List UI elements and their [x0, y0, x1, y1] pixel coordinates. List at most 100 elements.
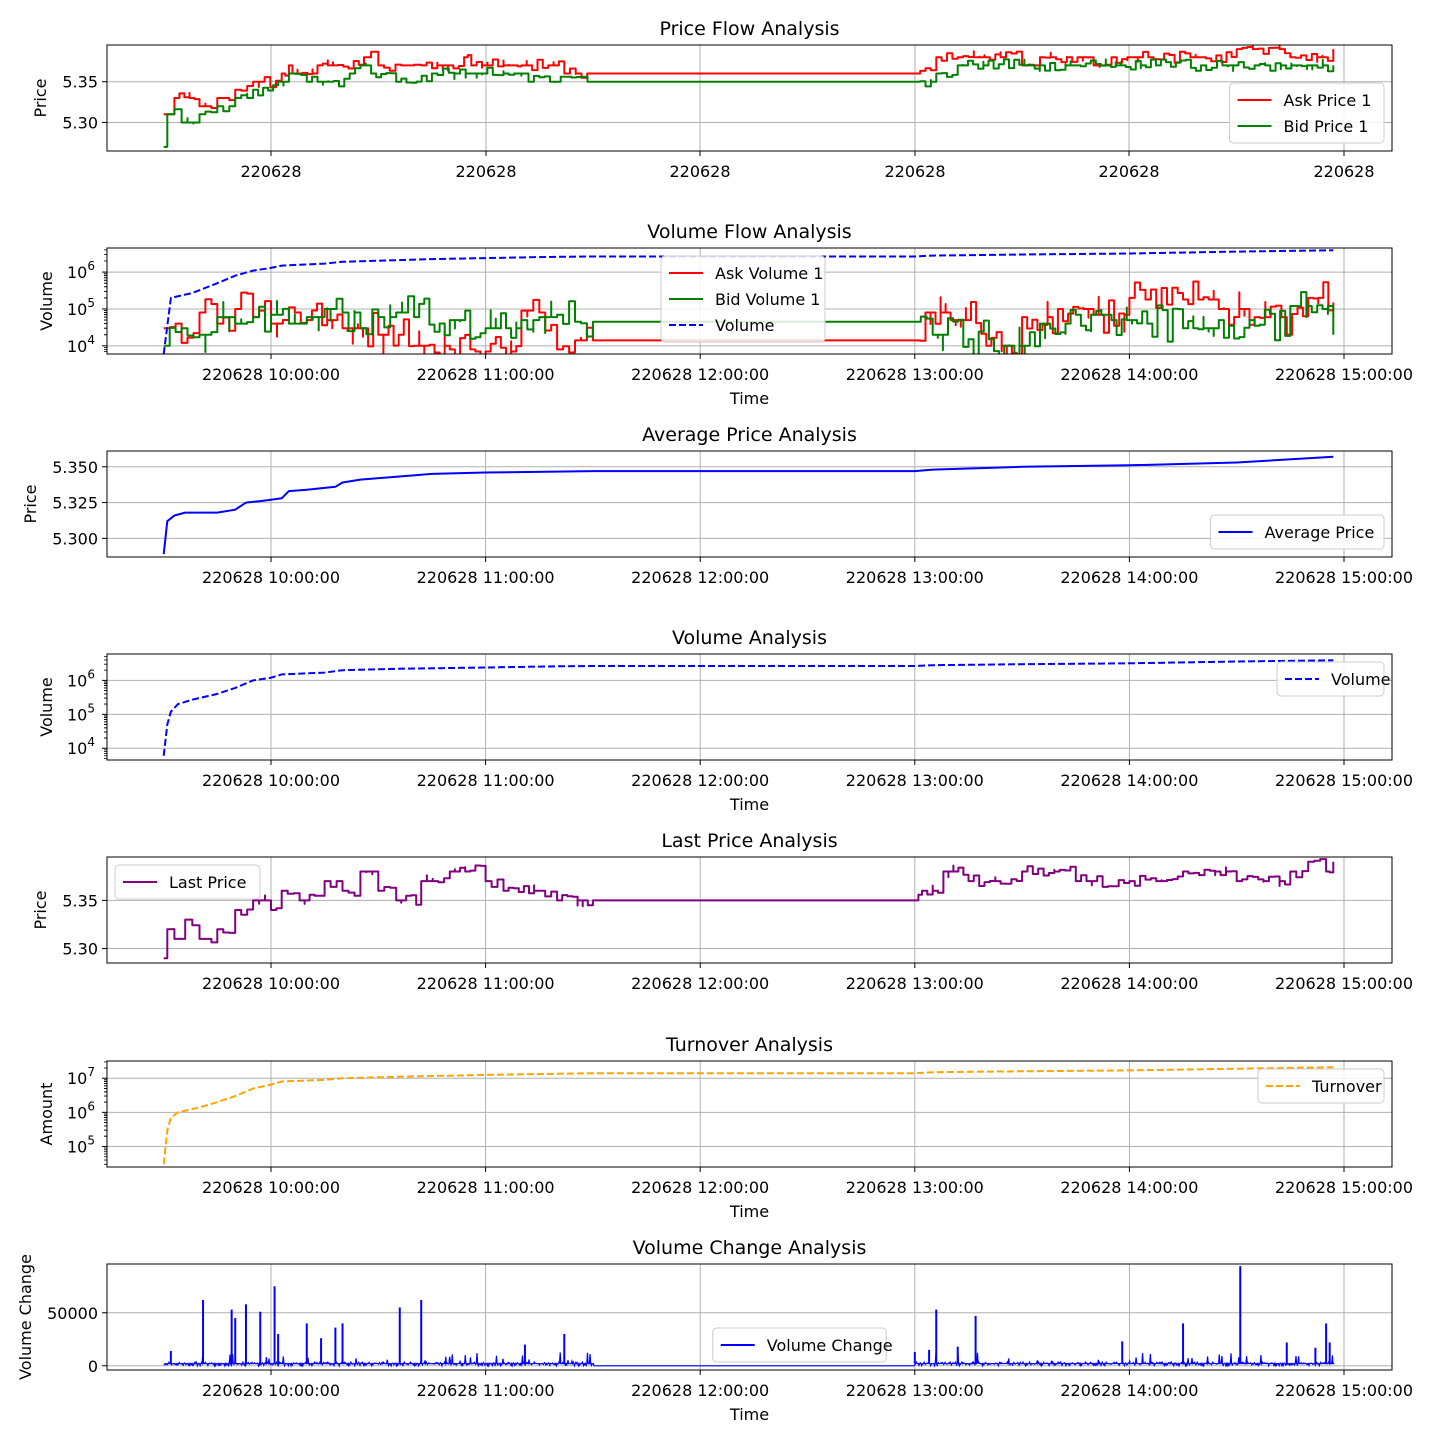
y-tick-label: 105: [67, 701, 95, 724]
x-tick-label: 220628 14:00:00: [1060, 974, 1198, 993]
legend: Volume: [1276, 661, 1391, 697]
x-tick-label: 220628: [884, 162, 945, 181]
y-tick-label: 106: [67, 667, 95, 690]
subplot-2: Volume Flow Analysis 220628 10:00:00 22062…: [37, 221, 1413, 408]
legend-box: [1257, 1068, 1385, 1104]
x-tick-label: 220628 14:00:00: [1060, 1381, 1198, 1400]
axes-frame: [106, 1263, 1393, 1371]
grid-lines: [107, 654, 1392, 760]
series-line-last-price: [163, 858, 1335, 960]
x-tick-label: 220628 10:00:00: [202, 1178, 340, 1197]
y-tick-label: 105: [67, 296, 95, 319]
series-line-volume-change: [163, 1352, 1335, 1368]
x-axis-label: Time: [729, 795, 769, 814]
y-tick-base: 10: [67, 1137, 87, 1156]
x-tick-label: 220628 15:00:00: [1275, 1178, 1413, 1197]
x-tick-label: 220628 12:00:00: [631, 1381, 769, 1400]
plot-area: [162, 249, 1335, 354]
x-tick-label: 220628 10:00:00: [202, 568, 340, 587]
x-tick-label: 220628 15:00:00: [1275, 365, 1413, 384]
y-tick-base: 10: [67, 671, 87, 690]
x-axis-label: Time: [729, 1405, 769, 1424]
x-tick-label: 220628: [455, 162, 516, 181]
y-tick-label: 5.30: [62, 940, 98, 959]
y-tick-label: 5.325: [52, 494, 98, 513]
y-axis-label: Volume Change: [16, 1254, 35, 1380]
axes-frame: [106, 653, 1393, 761]
legend-label: Bid Price 1: [1284, 117, 1369, 136]
x-tick-label: 220628 12:00:00: [631, 771, 769, 790]
subplot-6: Turnover Analysis 220628 10:00:00 220628 1…: [37, 1034, 1413, 1221]
y-tick-label: 105: [67, 1133, 95, 1156]
legend: Turnover: [1257, 1068, 1385, 1104]
y-tick-base: 10: [67, 1103, 87, 1122]
legend-box: [660, 255, 826, 343]
subplot-3: Average Price Analysis 220628 10:00:00 220…: [21, 424, 1413, 587]
series-line-bid-price-1: [163, 58, 1335, 148]
legend-box: [712, 1327, 887, 1363]
legend-label: Last Price: [169, 873, 246, 892]
y-tick-exponent: 6: [87, 259, 95, 273]
x-tick-label: 220628 11:00:00: [417, 974, 555, 993]
series-line-bid-volume-1: [163, 291, 1335, 354]
x-tick-label: 220628 12:00:00: [631, 974, 769, 993]
y-tick-label: 106: [67, 259, 95, 282]
y-tick-label: 5.35: [62, 891, 98, 910]
x-tick-label: 220628 10:00:00: [202, 771, 340, 790]
x-tick-label: 220628 11:00:00: [417, 1178, 555, 1197]
x-tick-label: 220628 12:00:00: [631, 365, 769, 384]
y-tick-label: 106: [67, 1099, 95, 1122]
x-tick-label: 220628: [240, 162, 301, 181]
x-tick-label: 220628 13:00:00: [846, 974, 984, 993]
legend-box: [1276, 661, 1385, 697]
x-tick-label: 220628 15:00:00: [1275, 1381, 1413, 1400]
x-axis-label: Time: [729, 389, 769, 408]
legend-label: Volume: [1331, 670, 1391, 689]
y-tick-label: 5.30: [62, 113, 98, 132]
plot-area: [163, 858, 1335, 960]
legend: Ask Price 1 Bid Price 1: [1229, 82, 1385, 144]
y-tick-label: 0: [88, 1357, 98, 1376]
y-tick-label: 5.35: [62, 73, 98, 92]
series-line-average-price: [162, 455, 1334, 555]
subplot-title: Volume Analysis: [672, 627, 827, 649]
axes-frame: [106, 247, 1393, 355]
y-tick-exponent: 7: [87, 1065, 95, 1079]
y-tick-label: 104: [67, 333, 95, 356]
grid-lines: [107, 1061, 1392, 1167]
x-tick-label: 220628 12:00:00: [631, 568, 769, 587]
y-tick-exponent: 5: [87, 1133, 95, 1147]
plot-area: [162, 659, 1334, 756]
axes-frame: [106, 856, 1393, 964]
series-line-volume: [162, 659, 1334, 756]
subplot-title: Volume Change Analysis: [633, 1237, 867, 1259]
subplot-5: Last Price Analysis 220628 10:00:00 220628…: [31, 830, 1413, 993]
legend: Average Price: [1210, 514, 1385, 550]
y-axis-label: Amount: [37, 1083, 56, 1146]
subplot-4: Volume Analysis 220628 10:00:00 220628 11:…: [37, 627, 1413, 814]
y-tick-exponent: 6: [87, 1099, 95, 1113]
axes-frame: [106, 450, 1393, 558]
x-tick-label: 220628 14:00:00: [1060, 568, 1198, 587]
x-tick-label: 220628 13:00:00: [846, 568, 984, 587]
x-tick-label: 220628 13:00:00: [846, 771, 984, 790]
x-tick-label: 220628 13:00:00: [846, 1381, 984, 1400]
x-tick-label: 220628 15:00:00: [1275, 771, 1413, 790]
y-tick-exponent: 5: [87, 701, 95, 715]
y-tick-base: 10: [67, 705, 87, 724]
y-tick-base: 10: [67, 263, 87, 282]
y-tick-exponent: 4: [87, 333, 95, 347]
axes-frame: [106, 44, 1393, 152]
legend-box: [1210, 514, 1385, 550]
legend-label: Turnover: [1311, 1077, 1382, 1096]
y-axis-label: Price: [31, 890, 50, 929]
x-axis-label: Time: [729, 1202, 769, 1221]
legend-label: Ask Price 1: [1284, 91, 1372, 110]
y-tick-label: 50000: [47, 1304, 98, 1323]
series-line-turnover: [162, 1066, 1334, 1165]
x-tick-label: 220628 14:00:00: [1060, 365, 1198, 384]
y-tick-exponent: 5: [87, 296, 95, 310]
legend-label: Average Price: [1265, 523, 1375, 542]
subplot-title: Turnover Analysis: [665, 1034, 833, 1056]
